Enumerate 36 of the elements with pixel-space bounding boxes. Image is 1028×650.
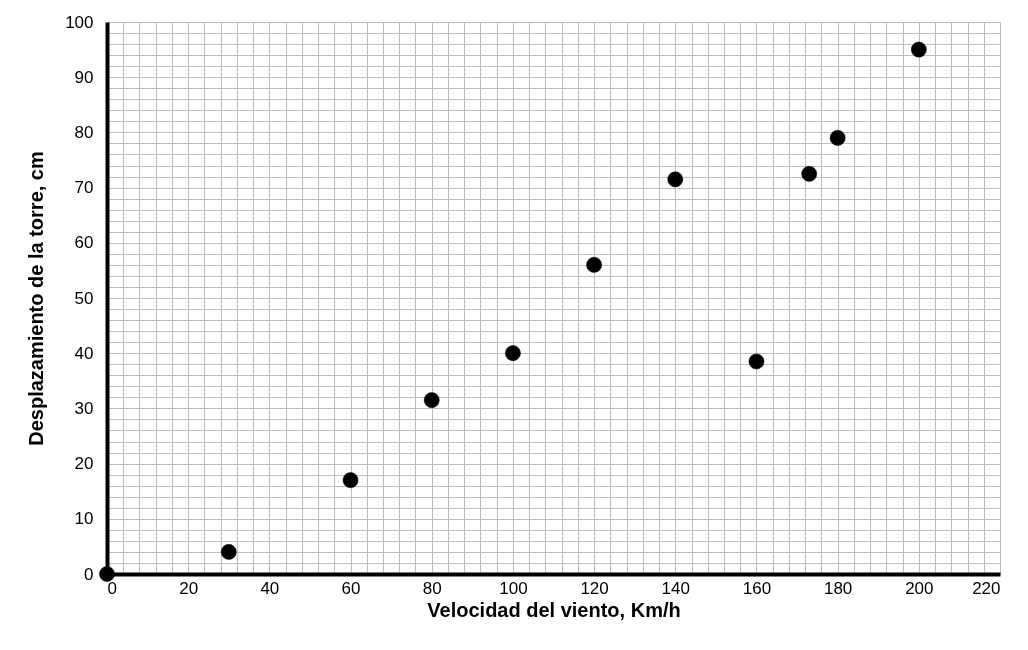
x-tick-label: 60 (341, 578, 361, 598)
point (801, 165, 818, 182)
point (748, 353, 765, 370)
x-tick-label: 80 (422, 578, 442, 598)
point (342, 472, 359, 488)
point (910, 41, 927, 58)
x-tick-label: 140 (661, 578, 690, 598)
y-tick-label: 0 (84, 564, 94, 584)
y-tick-label: 70 (74, 178, 94, 198)
y-tick-label: 20 (74, 454, 94, 474)
x-tick-label: 100 (499, 578, 528, 598)
y-tick-label: 30 (74, 398, 94, 418)
point (423, 392, 440, 408)
y-tick-label: 10 (74, 509, 94, 529)
x-tick-label: 160 (742, 578, 772, 598)
point (829, 130, 846, 146)
y-tick-label: 50 (74, 288, 94, 308)
point (667, 171, 684, 188)
point (505, 345, 521, 362)
y-tick-label: 80 (74, 122, 94, 142)
point (220, 544, 237, 560)
x-tick-label: 20 (179, 578, 199, 598)
point (99, 566, 115, 582)
point (586, 257, 602, 273)
x-tick-label: 180 (823, 578, 853, 598)
x-tick-label: 0 (107, 578, 117, 598)
x-tick-label: 200 (905, 578, 934, 598)
y-tick-label: 40 (74, 343, 94, 363)
x-tick-label: 120 (580, 578, 609, 598)
y-tick-label: 60 (74, 233, 94, 253)
x-axis-title: Velocidad del viento, Km/h (427, 598, 681, 621)
y-axis-title: Desplazamiento de la torre, cm (25, 151, 48, 446)
y-tick-label: 90 (74, 67, 94, 87)
y-tick-label: 100 (65, 12, 94, 32)
x-tick-label: 220 (972, 578, 1001, 598)
x-tick-label: 40 (260, 578, 280, 598)
